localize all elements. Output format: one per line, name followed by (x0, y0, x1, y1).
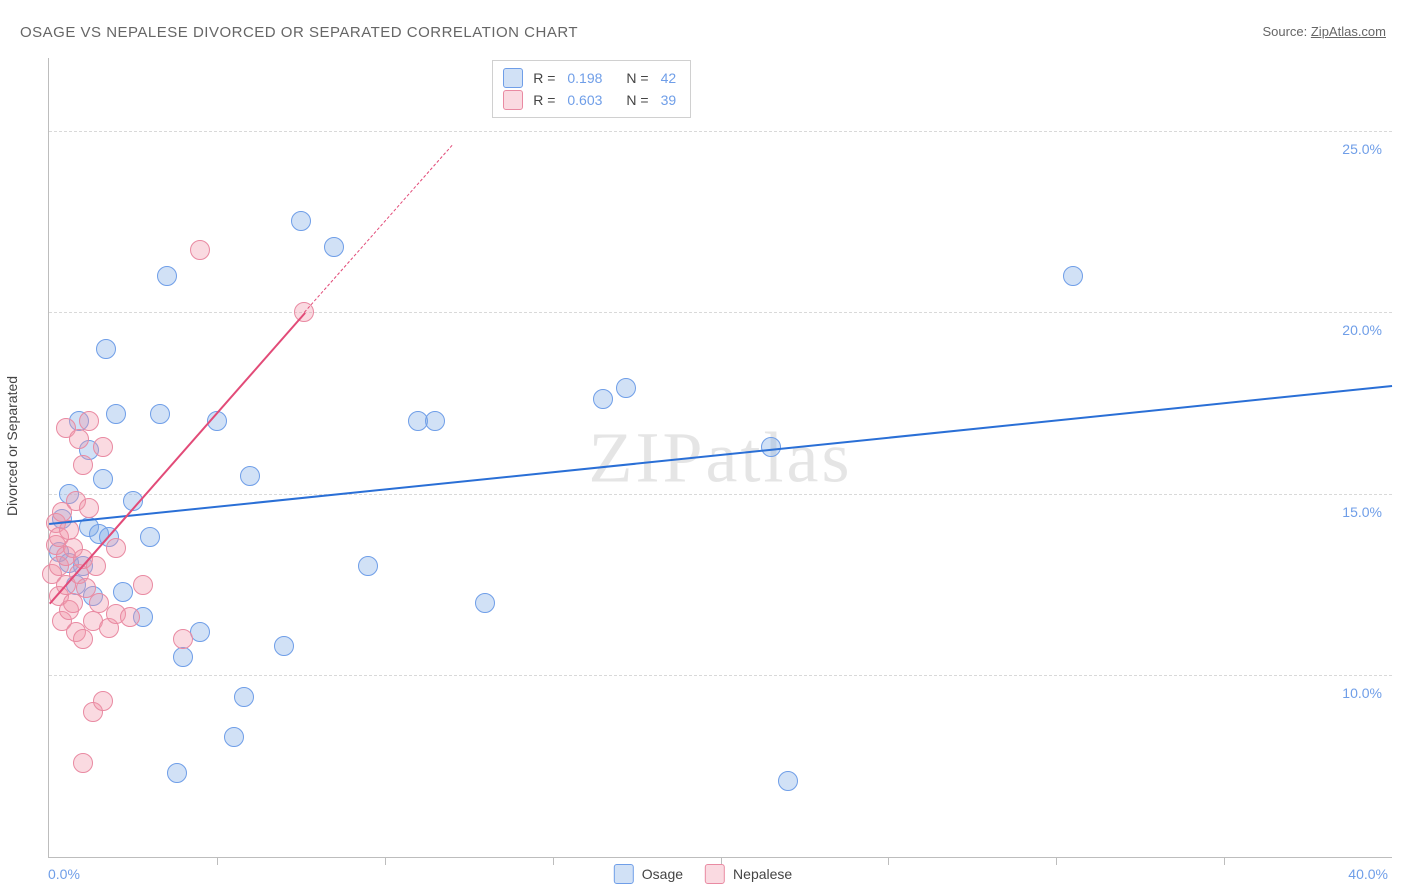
data-point (79, 411, 99, 431)
chart-plot-area: ZIPatlas 10.0% 15.0% 20.0% 25.0% R = 0.198 N … (48, 58, 1392, 858)
legend-r-label: R = (533, 89, 555, 111)
data-point (761, 437, 781, 457)
legend-n-value: 39 (661, 89, 677, 111)
x-tick (1056, 857, 1057, 865)
x-tick (553, 857, 554, 865)
data-point (358, 556, 378, 576)
y-axis-label: Divorced or Separated (4, 376, 20, 516)
y-tick-label: 25.0% (1342, 141, 1382, 157)
y-tick-label: 20.0% (1342, 322, 1382, 338)
data-point (73, 753, 93, 773)
y-tick-label: 10.0% (1342, 685, 1382, 701)
data-point (324, 237, 344, 257)
y-tick-label: 15.0% (1342, 504, 1382, 520)
data-point (173, 647, 193, 667)
data-point (69, 429, 89, 449)
legend-n-value: 42 (661, 67, 677, 89)
data-point (157, 266, 177, 286)
data-point (96, 339, 116, 359)
legend-n-label: N = (626, 89, 648, 111)
data-point (73, 629, 93, 649)
data-point (425, 411, 445, 431)
chart-title: OSAGE VS NEPALESE DIVORCED OR SEPARATED … (20, 24, 578, 41)
x-tick (888, 857, 889, 865)
data-point (93, 469, 113, 489)
data-point (593, 389, 613, 409)
x-axis-min-label: 0.0% (48, 866, 80, 882)
legend-r-value: 0.603 (567, 89, 602, 111)
watermark: ZIPatlas (589, 416, 853, 499)
data-point (140, 527, 160, 547)
legend-r-label: R = (533, 67, 555, 89)
data-point (778, 771, 798, 791)
source-link[interactable]: ZipAtlas.com (1311, 24, 1386, 39)
gridline (49, 312, 1392, 313)
data-point (1063, 266, 1083, 286)
series-label: Nepalese (733, 866, 792, 882)
stats-legend-row: R = 0.198 N = 42 (503, 67, 676, 89)
legend-swatch (705, 864, 725, 884)
legend-r-value: 0.198 (567, 67, 602, 89)
stats-legend: R = 0.198 N = 42 R = 0.603 N = 39 (492, 60, 691, 118)
x-tick (385, 857, 386, 865)
data-point (93, 691, 113, 711)
trend-line (304, 145, 452, 313)
data-point (79, 498, 99, 518)
data-point (234, 687, 254, 707)
legend-swatch (503, 68, 523, 88)
data-point (240, 466, 260, 486)
data-point (93, 437, 113, 457)
legend-swatch (614, 864, 634, 884)
bottom-legend-item: Osage (614, 864, 683, 884)
data-point (274, 636, 294, 656)
stats-legend-row: R = 0.603 N = 39 (503, 89, 676, 111)
x-axis-max-label: 40.0% (1348, 866, 1388, 882)
data-point (113, 582, 133, 602)
legend-n-label: N = (626, 67, 648, 89)
data-point (106, 538, 126, 558)
data-point (73, 455, 93, 475)
x-tick (217, 857, 218, 865)
data-point (224, 727, 244, 747)
trend-line (49, 385, 1392, 525)
bottom-legend-item: Nepalese (705, 864, 792, 884)
gridline (49, 131, 1392, 132)
data-point (475, 593, 495, 613)
data-point (190, 240, 210, 260)
source-label: Source: ZipAtlas.com (1262, 24, 1386, 39)
x-tick (1224, 857, 1225, 865)
data-point (133, 575, 153, 595)
data-point (291, 211, 311, 231)
data-point (120, 607, 140, 627)
data-point (173, 629, 193, 649)
bottom-legend: Osage Nepalese (614, 864, 792, 884)
legend-swatch (503, 90, 523, 110)
gridline (49, 675, 1392, 676)
data-point (150, 404, 170, 424)
data-point (616, 378, 636, 398)
series-label: Osage (642, 866, 683, 882)
gridline (49, 494, 1392, 495)
data-point (167, 763, 187, 783)
data-point (106, 404, 126, 424)
